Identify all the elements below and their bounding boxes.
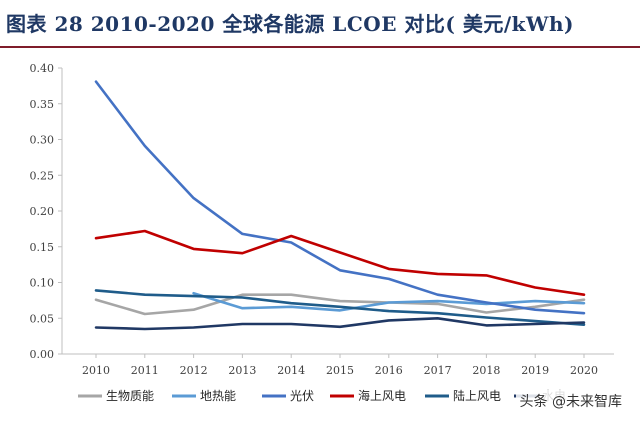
x-tick-label: 2017: [424, 364, 452, 377]
y-tick-label: 0.05: [30, 312, 55, 325]
series-line-1: [94, 293, 586, 316]
legend-label-4: 海上风电: [358, 388, 406, 403]
y-tick-label: 0.00: [30, 348, 55, 361]
y-tick-label: 0.25: [30, 169, 55, 182]
title-bar: 图表 28 2010-2020 全球各能源 LCOE 对比( 美元/kWh): [0, 0, 640, 44]
y-tick-label: 0.30: [30, 134, 55, 147]
x-tick-label: 2011: [131, 364, 159, 377]
series-line-6: [94, 317, 586, 331]
y-tick-label: 0.35: [30, 98, 55, 111]
series-line-5: [94, 289, 586, 326]
series-line-4: [94, 229, 586, 296]
page-title: 图表 28 2010-2020 全球各能源 LCOE 对比( 美元/kWh): [6, 11, 574, 36]
legend-label-2: 地热能: [200, 389, 236, 403]
legend-label-1: 生物质能: [106, 389, 154, 403]
legend-label-5: 陆上风电: [453, 388, 501, 403]
x-tick-label: 2019: [521, 364, 549, 377]
watermark: 头条 @未来智库: [515, 390, 626, 412]
series-line-3: [94, 80, 586, 315]
x-tick-label: 2015: [326, 364, 354, 377]
x-tick-label: 2016: [375, 364, 403, 377]
x-tick-label: 2013: [228, 364, 256, 377]
x-tick-label: 2020: [570, 364, 598, 377]
x-tick-label: 2018: [472, 364, 500, 377]
lcoe-line-chart: 0.00 0.05 0.10 0.15 0.20 0.25 0.30 0.35 0.40 2010…: [30, 62, 614, 403]
x-tick-label: 2010: [82, 364, 110, 377]
y-tick-label: 0.10: [30, 277, 55, 290]
x-tick-label: 2014: [277, 364, 305, 377]
y-tick-label: 0.20: [30, 205, 55, 218]
legend-label-3: 光伏: [290, 389, 314, 403]
x-tick-label: 2012: [180, 364, 208, 377]
title-divider: [0, 46, 640, 48]
y-tick-label: 0.15: [30, 241, 55, 254]
series-line-2: [192, 291, 586, 312]
y-tick-label: 0.40: [30, 62, 55, 75]
